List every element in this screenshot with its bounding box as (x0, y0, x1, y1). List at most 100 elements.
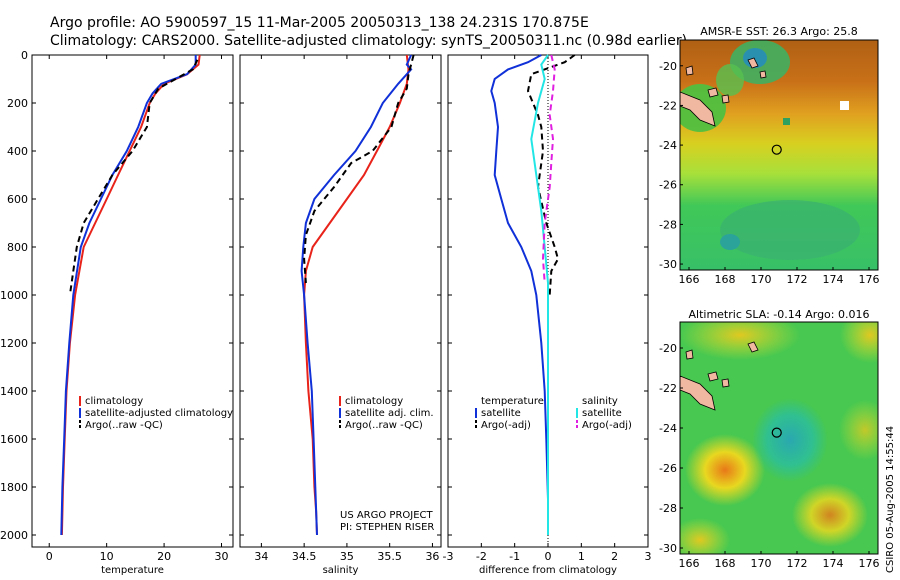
legend-heading: temperature (481, 396, 544, 407)
y-tick-label: 1000 (0, 289, 28, 302)
sla-cool-eddy (752, 398, 828, 482)
legend-label: satellite-adjusted climatology (85, 408, 233, 419)
x-tick-label: 1 (578, 550, 585, 563)
difference-series-temperature-satellite (490, 54, 549, 500)
sst-patch-2 (716, 64, 744, 96)
temperature-series-argo-raw-qc- (68, 59, 199, 296)
lat-tick-label: -24 (659, 422, 677, 435)
sst-pixel (783, 118, 790, 125)
sla-map-title: Altimetric SLA: -0.14 Argo: 0.016 (689, 308, 870, 321)
difference-xlabel: difference from climatology (479, 565, 617, 576)
figure-title-line1: Argo profile: AO 5900597_15 11-Mar-2005 … (50, 15, 589, 31)
sla-warm-eddy (685, 434, 765, 506)
island-land (707, 87, 719, 98)
lat-tick-label: -26 (659, 462, 677, 475)
x-tick-label: 3 (645, 550, 652, 563)
y-tick-label: 2000 (0, 529, 28, 542)
y-tick-label: 1200 (0, 337, 28, 350)
salinity-panel: 34 34.5 35 35.5 36 salinity climatologysatelli… (239, 54, 442, 576)
lon-tick-label: 174 (823, 557, 844, 570)
difference-panel: -3 -2 -1 0 1 2 3 difference from climatology tem… (443, 54, 652, 576)
sla-yellow-east (839, 400, 878, 460)
island-land (759, 70, 767, 79)
island-land (747, 57, 759, 69)
legend-label: climatology (85, 396, 143, 407)
island-land (685, 349, 694, 360)
salinity-xlabel: salinity (323, 565, 359, 576)
legend-label: satellite (582, 408, 622, 419)
x-tick-label: -2 (476, 550, 487, 563)
x-tick-label: 0 (545, 550, 552, 563)
y-tick-label: 600 (7, 193, 28, 206)
lat-tick-label: -22 (659, 382, 677, 395)
x-tick-label: 20 (157, 550, 171, 563)
legend-label: Argo(-adj) (582, 420, 632, 431)
sla-yellow-ne (840, 322, 878, 363)
sst-missing-pixel (840, 101, 849, 110)
sla-warm-eddy-2 (792, 483, 868, 547)
lat-tick-label: -28 (659, 218, 677, 231)
lon-tick-label: 172 (787, 273, 808, 286)
lat-tick-label: -20 (659, 342, 677, 355)
legend-label: satellite adj. clim. (345, 408, 434, 419)
lat-tick-label: -20 (659, 60, 677, 73)
figure-title-line2: Climatology: CARS2000. Satellite-adjuste… (50, 33, 687, 49)
y-tick-label: 1800 (0, 481, 28, 494)
island-land (721, 94, 730, 104)
sst_map-frame (679, 39, 879, 271)
legend-label: climatology (345, 396, 403, 407)
y-tick-label: 400 (7, 145, 28, 158)
y-tick-label: 1400 (0, 385, 28, 398)
pi-annotation: PI: STEPHEN RISER (340, 522, 434, 533)
lon-tick-label: 174 (823, 273, 844, 286)
new-caledonia-land (680, 375, 716, 411)
island-land (685, 65, 694, 76)
temperature-series-satellite-adjusted-climatology (60, 55, 197, 536)
lat-tick-label: -30 (659, 258, 677, 271)
legend-label: satellite (481, 408, 521, 419)
lon-tick-label: 166 (679, 557, 700, 570)
legend-heading: salinity (582, 396, 618, 407)
lon-tick-label: 168 (715, 273, 736, 286)
project-annotation: US ARGO PROJECT (340, 510, 434, 521)
legend-label: Argo(..raw -QC) (85, 420, 163, 431)
sst-south-patch (720, 200, 860, 260)
argo-float-marker (771, 144, 782, 155)
lon-tick-label: 176 (859, 273, 880, 286)
x-tick-label: 35.5 (377, 550, 402, 563)
lat-tick-label: -22 (659, 99, 677, 112)
island-land (721, 378, 730, 388)
sla-yellow-north (680, 322, 800, 360)
temperature-xlabel: temperature (101, 565, 164, 576)
x-tick-label: 34.5 (292, 550, 317, 563)
salinity-series-climatology (303, 54, 410, 536)
temperature-axes-box (31, 54, 234, 548)
salinity-series-argo-raw-qc- (303, 54, 415, 284)
salinity-axes-box (239, 54, 442, 548)
lat-tick-label: -30 (659, 542, 677, 555)
lat-tick-label: -26 (659, 179, 677, 192)
argo-float-marker (771, 427, 782, 438)
lat-tick-label: -24 (659, 139, 677, 152)
y-tick-label: 1600 (0, 433, 28, 446)
legend-label: Argo(-adj) (481, 420, 531, 431)
island-land (707, 371, 719, 382)
x-tick-label: 35 (340, 550, 354, 563)
y-tick-label: 800 (7, 241, 28, 254)
lon-tick-label: 172 (787, 557, 808, 570)
x-tick-label: 34 (254, 550, 268, 563)
x-tick-label: -1 (509, 550, 520, 563)
temperature-panel: 0 10 20 30 0 200 400 600 800 1000 1200 1400 1600 1800… (0, 49, 234, 576)
sst-south-blue (720, 234, 740, 250)
sst-map-title: AMSR-E SST: 26.3 Argo: 25.8 (700, 25, 858, 38)
sst-cool-core (743, 48, 767, 68)
x-tick-label: -3 (443, 550, 454, 563)
lon-tick-label: 166 (679, 273, 700, 286)
y-tick-label: 0 (21, 49, 28, 62)
sst-map-panel: AMSR-E SST: 26.3 Argo: 25.8 166 168 170 172… (659, 25, 879, 286)
island-land (747, 341, 759, 353)
difference-series-salinity-satellite (530, 54, 549, 535)
salinity-series-satellite-adj-clim- (300, 54, 413, 536)
lon-tick-label: 170 (751, 273, 772, 286)
